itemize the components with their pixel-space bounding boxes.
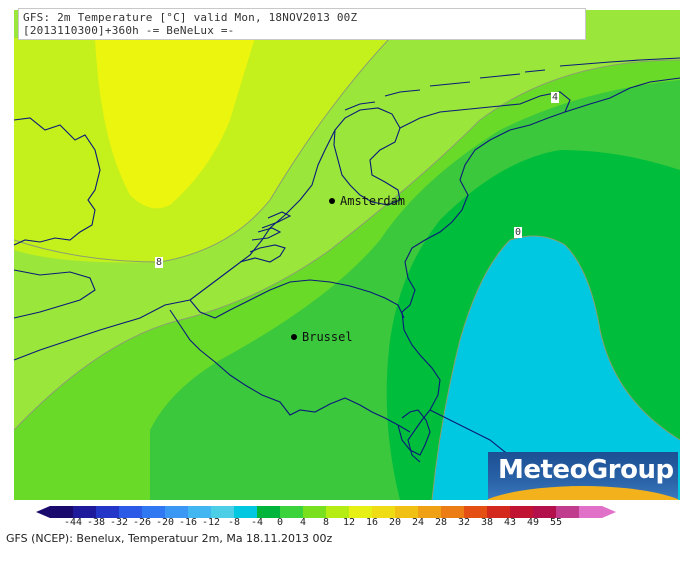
legend-tick-label: 49 <box>526 517 540 528</box>
legend-swatch <box>395 506 419 518</box>
legend-swatch <box>234 506 258 518</box>
legend-arrow-left <box>36 506 50 518</box>
legend-tick-label: 0 <box>276 517 284 528</box>
legend-tick-label: 24 <box>411 517 425 528</box>
legend-swatch <box>372 506 396 518</box>
legend-swatch <box>326 506 350 518</box>
cold-zone <box>432 236 680 500</box>
legend-swatch <box>73 506 97 518</box>
amsterdam-dot-icon <box>329 198 335 204</box>
legend-swatch <box>533 506 557 518</box>
legend-swatch <box>487 506 511 518</box>
legend-tick-label: 55 <box>549 517 563 528</box>
logo-text: MeteoGroup <box>498 455 674 485</box>
legend-tick-label: 4 <box>299 517 307 528</box>
meteogroup-logo: MeteoGroup <box>488 452 678 500</box>
legend-swatch <box>211 506 235 518</box>
legend-swatch <box>257 506 281 518</box>
legend-swatch <box>119 506 143 518</box>
warm-zone-yellow <box>95 38 255 209</box>
legend-tick-label: -8 <box>227 517 241 528</box>
legend-swatch <box>510 506 534 518</box>
header-title: GFS: 2m Temperature [°C] valid Mon, 18NO… <box>23 11 358 24</box>
legend-swatch <box>165 506 189 518</box>
legend-swatch <box>441 506 465 518</box>
contour-4 <box>13 59 681 431</box>
legend-tick-label: -44 <box>63 517 83 528</box>
legend-swatch <box>418 506 442 518</box>
legend-tick-label: 28 <box>434 517 448 528</box>
legend-tick-label: 38 <box>480 517 494 528</box>
legend-swatch <box>50 506 74 518</box>
legend-swatch <box>464 506 488 518</box>
legend-swatch <box>303 506 327 518</box>
legend-tick-label: -38 <box>86 517 106 528</box>
legend-tick-label: 43 <box>503 517 517 528</box>
map-header: GFS: 2m Temperature [°C] valid Mon, 18NO… <box>18 8 586 40</box>
legend-swatch <box>142 506 166 518</box>
temperature-map <box>13 10 681 501</box>
legend-tick-label: -20 <box>155 517 175 528</box>
coastlines-borders <box>13 57 681 463</box>
header-run: [2013110300]+360h -= BeNeLux =- <box>23 24 235 37</box>
legend-tick-label: -12 <box>201 517 221 528</box>
map-caption: GFS (NCEP): Benelux, Temperatuur 2m, Ma … <box>6 532 333 545</box>
contour-label-8: 8 <box>155 257 164 268</box>
logo-sun-arc <box>488 486 678 500</box>
city-label-brussel: Brussel <box>302 330 353 344</box>
legend-tick-label: -16 <box>178 517 198 528</box>
legend-tick-label: 8 <box>322 517 330 528</box>
contour-label-0: 0 <box>514 227 523 238</box>
legend-swatch <box>188 506 212 518</box>
legend-tick-label: -26 <box>132 517 152 528</box>
legend-swatch <box>349 506 373 518</box>
legend-swatch <box>579 506 603 518</box>
legend-tick-label: -4 <box>250 517 264 528</box>
contour-8 <box>13 37 391 263</box>
legend-swatch <box>280 506 304 518</box>
legend-tick-label: 16 <box>365 517 379 528</box>
legend-tick-label: -32 <box>109 517 129 528</box>
legend-tick-label: 32 <box>457 517 471 528</box>
legend-swatch <box>96 506 120 518</box>
brussel-dot-icon <box>291 334 297 340</box>
city-label-amsterdam: Amsterdam <box>340 194 406 208</box>
contour-label-4: 4 <box>551 92 560 103</box>
legend-arrow-right <box>602 506 616 518</box>
contour-0 <box>431 235 681 501</box>
legend-swatch <box>556 506 580 518</box>
color-legend-bar <box>36 506 616 518</box>
legend-tick-label: 12 <box>342 517 356 528</box>
legend-tick-label: 20 <box>388 517 402 528</box>
